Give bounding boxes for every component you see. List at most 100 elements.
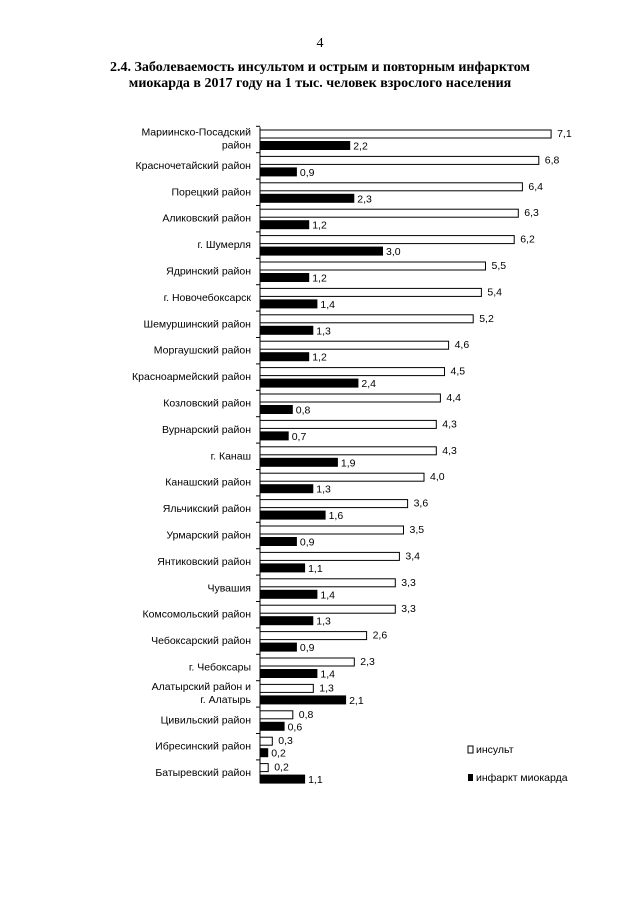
data-label-infarct: 2,4	[361, 378, 376, 390]
data-label-infarct: 1,9	[341, 457, 356, 469]
data-label-stroke: 4,6	[455, 339, 470, 351]
bar-stroke	[259, 631, 368, 641]
bar-stroke	[259, 367, 445, 377]
category-label: Аликовский район	[162, 213, 251, 225]
category-label: Янтиковский район	[157, 556, 251, 568]
data-label-stroke: 4,4	[446, 392, 461, 404]
data-label-stroke: 6,8	[545, 154, 560, 166]
category-label: Батыревский район	[155, 767, 251, 779]
category-label: Красночетайский район	[136, 160, 252, 172]
data-label-stroke: 1,3	[319, 682, 334, 694]
data-label-stroke: 4,5	[451, 366, 466, 378]
legend-label-stroke: инсульт	[476, 744, 514, 756]
bar-infarct	[260, 669, 318, 678]
bar-stroke	[259, 419, 437, 429]
bar-stroke	[259, 710, 294, 720]
data-label-infarct: 1,2	[312, 352, 327, 364]
data-label-infarct: 0,9	[300, 537, 315, 549]
bar-infarct	[260, 299, 318, 309]
bar-stroke	[259, 683, 314, 693]
data-label-infarct: 1,3	[316, 616, 331, 628]
category-label: Цивильский район	[161, 714, 252, 726]
legend-label-infarct: инфаркт миокарда	[476, 772, 568, 784]
data-label-stroke: 4,3	[442, 418, 457, 430]
category-label: г. Канаш	[211, 450, 251, 462]
category-label: Ядринский район	[166, 266, 251, 278]
bar-stroke	[259, 182, 523, 192]
data-label-infarct: 1,1	[308, 774, 323, 786]
data-label-infarct: 1,2	[312, 220, 327, 232]
data-label-stroke: 0,8	[299, 709, 314, 721]
data-label-stroke: 5,4	[487, 286, 502, 298]
legend-swatch-stroke	[467, 745, 474, 754]
category-label: Шемуршинский район	[143, 318, 251, 330]
category-label: г. Чебоксары	[189, 662, 251, 674]
data-label-stroke: 7,1	[557, 128, 572, 140]
data-label-infarct: 1,4	[320, 669, 335, 681]
bar-infarct	[260, 325, 314, 335]
bar-infarct	[260, 457, 338, 467]
data-label-infarct: 0,6	[288, 721, 303, 733]
bar-stroke	[259, 393, 441, 403]
bar-infarct	[260, 273, 310, 282]
category-label: район	[222, 140, 251, 152]
bar-stroke	[259, 129, 552, 139]
data-label-infarct: 2,1	[349, 695, 364, 707]
bar-stroke	[259, 340, 450, 350]
bar-infarct	[260, 563, 306, 573]
bar-infarct	[260, 246, 383, 256]
bar-infarct	[260, 167, 297, 177]
data-label-stroke: 6,3	[524, 207, 539, 219]
bar-stroke	[259, 235, 515, 245]
bar-infarct	[260, 141, 351, 150]
data-label-infarct: 0,7	[292, 431, 307, 443]
data-label-stroke: 2,6	[373, 630, 388, 642]
data-label-stroke: 6,4	[528, 181, 543, 193]
data-label-stroke: 3,6	[414, 498, 429, 510]
category-label: Алатырский район и	[152, 681, 252, 693]
bar-infarct	[260, 774, 306, 784]
bar-stroke	[259, 525, 404, 535]
bar-infarct	[260, 352, 310, 362]
category-label: Козловский район	[163, 398, 251, 410]
data-label-stroke: 5,2	[479, 313, 494, 325]
data-label-stroke: 0,3	[278, 735, 293, 747]
bar-infarct	[260, 405, 293, 414]
category-label: Комсомольский район	[143, 609, 252, 621]
bar-stroke	[259, 155, 540, 165]
data-label-stroke: 4,0	[430, 471, 445, 483]
bar-stroke	[259, 736, 273, 746]
data-label-infarct: 3,0	[386, 246, 401, 258]
data-label-infarct: 0,8	[296, 405, 311, 417]
data-label-infarct: 1,1	[308, 563, 323, 575]
category-label: г. Алатырь	[200, 694, 251, 706]
data-label-stroke: 3,3	[401, 603, 416, 615]
bar-infarct	[260, 616, 314, 626]
data-label-stroke: 4,3	[442, 445, 457, 457]
data-label-infarct: 2,2	[353, 141, 368, 153]
bar-infarct	[260, 510, 326, 520]
bar-infarct	[260, 589, 318, 599]
data-label-stroke: 3,4	[405, 550, 420, 562]
data-label-stroke: 3,3	[401, 577, 416, 589]
category-label: Чебоксарский район	[151, 635, 251, 647]
bar-infarct	[260, 431, 289, 441]
category-label: Красноармейский район	[132, 371, 251, 383]
data-label-stroke: 2,3	[360, 656, 375, 668]
bar-stroke	[259, 551, 400, 561]
bar-infarct	[260, 748, 269, 758]
data-label-stroke: 0,2	[274, 762, 289, 774]
bar-stroke	[259, 261, 486, 271]
bar-stroke	[259, 314, 474, 324]
category-label: Ибресинский район	[155, 741, 251, 753]
page-number: 4	[316, 36, 324, 51]
category-label: Канашский район	[165, 477, 251, 489]
bar-stroke	[259, 472, 425, 482]
bar-stroke	[259, 657, 355, 667]
data-label-infarct: 1,3	[316, 484, 331, 496]
bar-stroke	[259, 763, 269, 773]
data-label-infarct: 0,9	[300, 642, 315, 654]
category-label: Яльчикский район	[163, 503, 251, 515]
bar-infarct	[260, 220, 310, 230]
